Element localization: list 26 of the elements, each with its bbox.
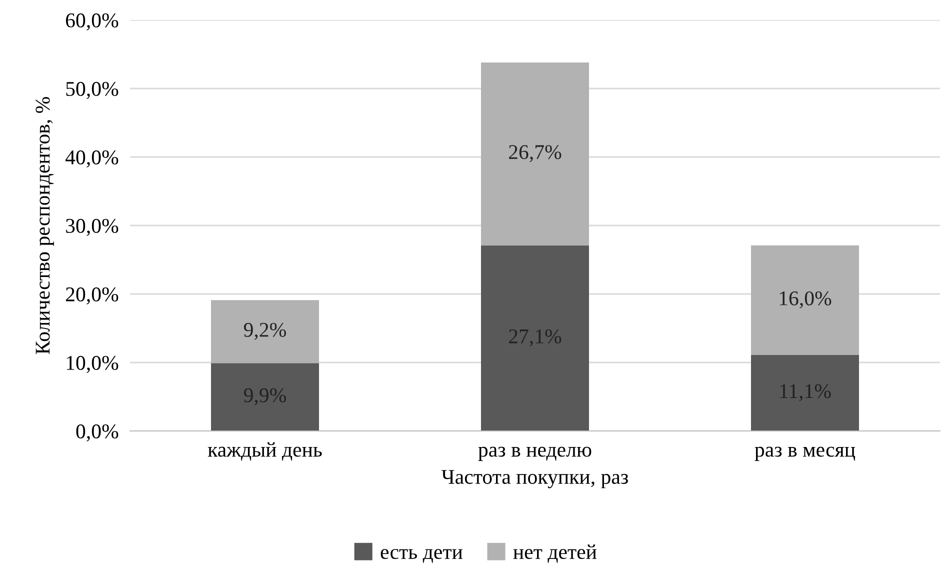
data-label: 9,2% [244,322,286,340]
y-tick-label: 60,0% [66,13,118,30]
bar [211,300,319,364]
legend-label: нет детей [513,544,597,563]
x-tick-label: раз в неделю [478,446,592,462]
y-tick-label: 10,0% [66,356,118,373]
data-label: 26,7% [509,145,562,162]
bar [751,354,859,431]
y-tick-label: 30,0% [66,218,118,236]
x-tick-label: каждый день [208,442,322,461]
data-label: 11,1% [780,384,831,402]
y-tick-label: 40,0% [65,150,118,168]
y-tick-label: 20,0% [66,287,118,304]
y-tick-label: 50,0% [66,82,118,99]
data-label: 16,0% [780,291,832,308]
data-label: 27,1% [509,329,562,346]
x-tick-label: раз в месяц [754,446,856,462]
y-axis-title: Количество респондентов, % [36,96,54,354]
bar [751,245,859,355]
bar [481,245,589,431]
x-axis-title: Частота покупки, раз [442,470,628,488]
legend-label: есть дети [380,548,462,563]
bar [211,363,319,431]
bar [481,62,589,246]
y-tick-label: 0,0% [76,424,118,442]
data-label: 9,9% [244,388,286,406]
